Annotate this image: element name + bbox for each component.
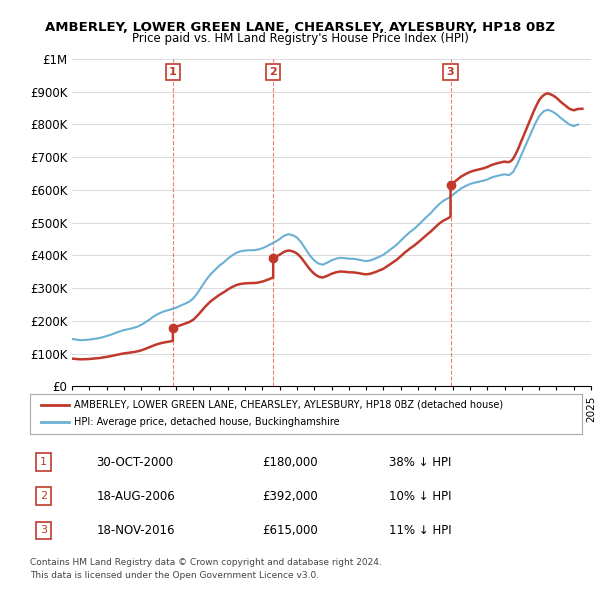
Text: £392,000: £392,000 bbox=[262, 490, 317, 503]
Text: 2: 2 bbox=[269, 67, 277, 77]
Text: 18-AUG-2006: 18-AUG-2006 bbox=[96, 490, 175, 503]
Text: 1: 1 bbox=[169, 67, 177, 77]
Text: 2: 2 bbox=[40, 491, 47, 502]
Text: 30-OCT-2000: 30-OCT-2000 bbox=[96, 455, 173, 469]
Text: £180,000: £180,000 bbox=[262, 455, 317, 469]
Text: 18-NOV-2016: 18-NOV-2016 bbox=[96, 524, 175, 537]
Text: 10% ↓ HPI: 10% ↓ HPI bbox=[389, 490, 451, 503]
Text: 38% ↓ HPI: 38% ↓ HPI bbox=[389, 455, 451, 469]
Text: AMBERLEY, LOWER GREEN LANE, CHEARSLEY, AYLESBURY, HP18 0BZ: AMBERLEY, LOWER GREEN LANE, CHEARSLEY, A… bbox=[45, 21, 555, 34]
Text: This data is licensed under the Open Government Licence v3.0.: This data is licensed under the Open Gov… bbox=[30, 571, 319, 579]
Text: Price paid vs. HM Land Registry's House Price Index (HPI): Price paid vs. HM Land Registry's House … bbox=[131, 32, 469, 45]
Text: 3: 3 bbox=[447, 67, 454, 77]
Text: £615,000: £615,000 bbox=[262, 524, 317, 537]
Text: HPI: Average price, detached house, Buckinghamshire: HPI: Average price, detached house, Buck… bbox=[74, 417, 340, 427]
Text: 1: 1 bbox=[40, 457, 47, 467]
Text: AMBERLEY, LOWER GREEN LANE, CHEARSLEY, AYLESBURY, HP18 0BZ (detached house): AMBERLEY, LOWER GREEN LANE, CHEARSLEY, A… bbox=[74, 400, 503, 410]
Text: Contains HM Land Registry data © Crown copyright and database right 2024.: Contains HM Land Registry data © Crown c… bbox=[30, 558, 382, 566]
Text: 3: 3 bbox=[40, 526, 47, 535]
Text: 11% ↓ HPI: 11% ↓ HPI bbox=[389, 524, 451, 537]
